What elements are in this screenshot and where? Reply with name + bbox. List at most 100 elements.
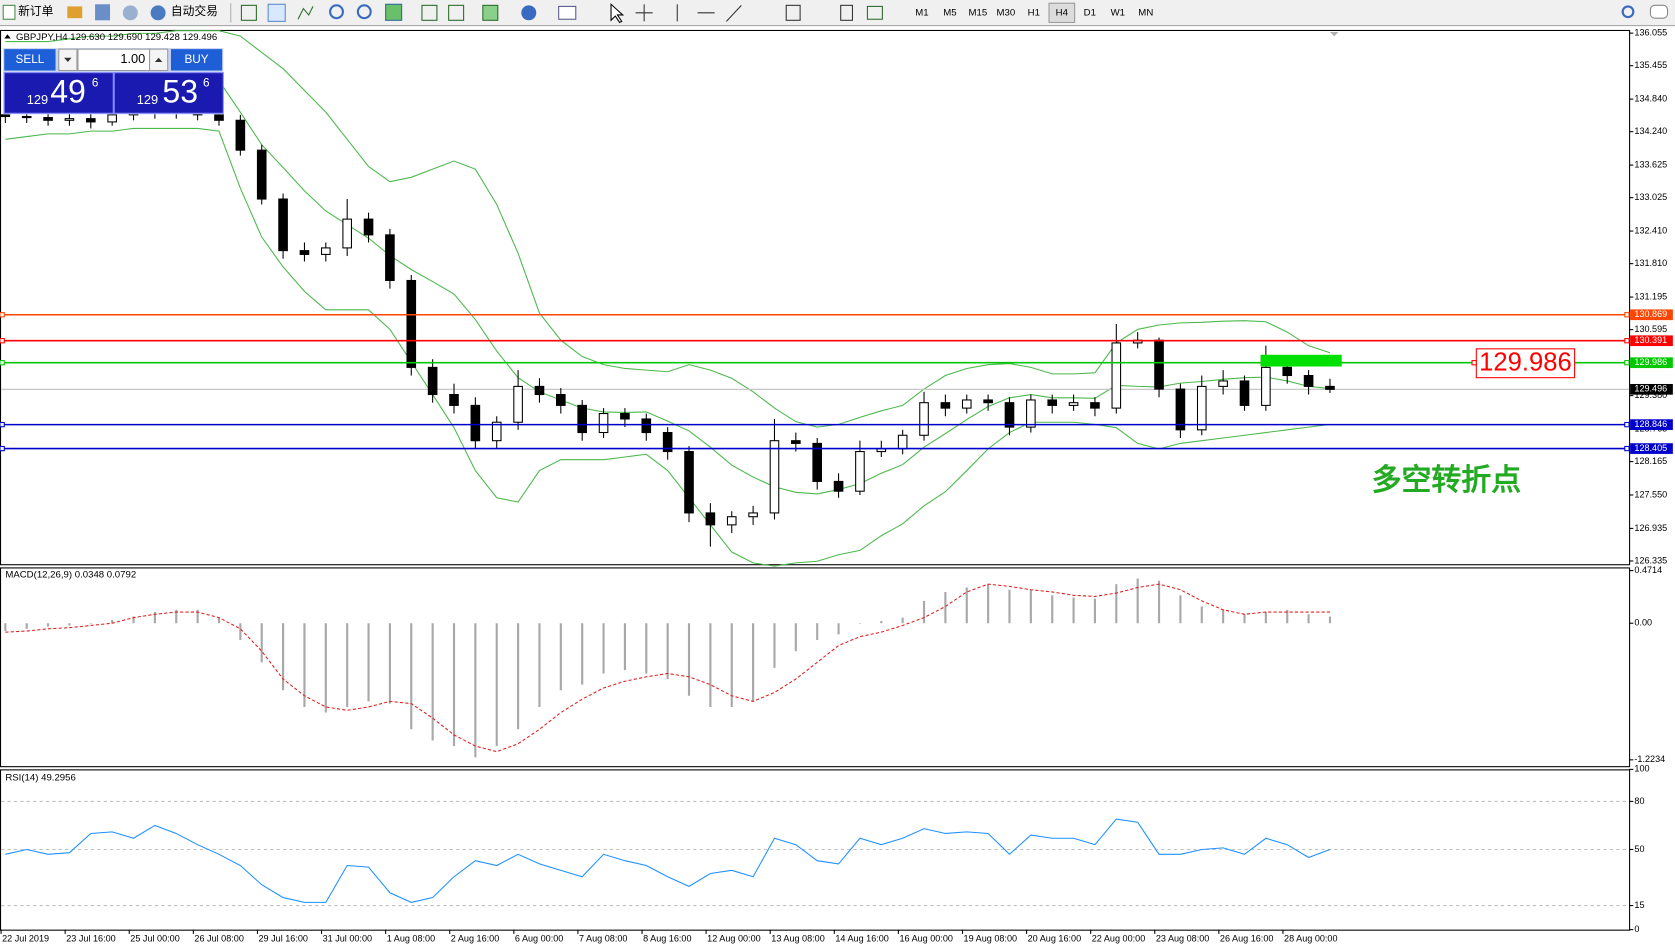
buy-button[interactable] [170, 49, 223, 71]
candle-body [1175, 388, 1186, 431]
buy-price-box[interactable] [113, 72, 224, 114]
candle-body [534, 385, 545, 396]
y-tick-label: 80 [1634, 796, 1644, 806]
price-box-label: 129.986 [1479, 349, 1572, 377]
level-label-bg [1630, 419, 1673, 430]
bid-label-bg [1630, 383, 1673, 395]
zoom-out-button[interactable] [356, 4, 372, 20]
y-tick-label: 129.380 [1634, 390, 1667, 400]
new-order-button[interactable]: 新订单 [18, 4, 53, 18]
x-tick-label: 8 Aug 16:00 [643, 934, 691, 944]
x-tick-label: 26 Aug 16:00 [1220, 934, 1274, 944]
candle-body [43, 117, 53, 121]
level-handle [0, 421, 5, 428]
sell-price-box[interactable] [3, 72, 114, 114]
timeframe-label[interactable]: M5 [943, 7, 956, 18]
timeframe-label[interactable]: MN [1138, 7, 1153, 18]
timeframe-label[interactable]: M30 [997, 7, 1016, 18]
sell-button[interactable] [4, 49, 56, 71]
sell-price-big: 129 [27, 92, 48, 107]
cursor-button[interactable] [610, 3, 625, 24]
header-arrow [4, 34, 11, 39]
zoom-in-button[interactable] [329, 4, 344, 20]
trendline-button[interactable] [726, 4, 742, 22]
lot-value[interactable]: 1.00 [120, 51, 145, 66]
candle-body [855, 451, 865, 492]
periods-button[interactable] [521, 5, 537, 21]
x-tick-label: 22 Jul 2019 [2, 934, 49, 944]
search-button[interactable] [1621, 5, 1635, 19]
y-tick-label: 50 [1634, 844, 1644, 854]
new-order-icon[interactable] [2, 4, 16, 20]
level-handle [1624, 312, 1630, 318]
candle-body [1196, 385, 1207, 431]
indicators-button[interactable] [482, 4, 499, 21]
timeframe-label[interactable]: H4 [1056, 7, 1069, 18]
timeframe-button[interactable] [1048, 2, 1076, 23]
x-tick-label: 23 Aug 08:00 [1156, 934, 1210, 944]
arrows-button[interactable] [866, 5, 883, 20]
candle-body [21, 115, 32, 119]
shift-button[interactable] [448, 4, 465, 21]
timeframe-label[interactable]: W1 [1111, 7, 1125, 18]
x-tick-label: 23 Jul 16:00 [66, 934, 115, 944]
x-tick-label: 1 Aug 08:00 [387, 934, 435, 944]
macd-header: MACD(12,26,9) 0.0348 0.0792 [5, 569, 136, 580]
templates-button[interactable] [558, 5, 577, 20]
fibo-button[interactable] [785, 4, 801, 21]
y-tick-label: 135.455 [1634, 60, 1667, 70]
x-tick-label: 31 Jul 00:00 [323, 934, 372, 944]
turning-zone [1260, 354, 1342, 367]
lot-up-arrow [154, 57, 163, 62]
y-tick-label: 126.935 [1634, 523, 1667, 533]
buy-label[interactable]: BUY [184, 53, 208, 66]
auto-trading-button[interactable]: 自动交易 [171, 4, 218, 18]
bar-chart-button[interactable] [240, 4, 257, 21]
tile-button[interactable] [385, 3, 403, 21]
plot-layer: 136.055 135.455 134.840 134.240 133.625 133.0… [0, 28, 1673, 944]
x-tick-label: 13 Aug 08:00 [771, 934, 825, 944]
level-handle [1624, 421, 1630, 428]
lot-down-arrow [64, 57, 72, 62]
level-label-bg [1630, 357, 1673, 369]
icon-button[interactable] [67, 6, 83, 19]
candle-body [684, 451, 694, 514]
indicator-line [5, 30, 1331, 428]
candle-body [406, 279, 417, 368]
candle-body [1261, 366, 1271, 406]
x-tick-label: 14 Aug 16:00 [835, 934, 889, 944]
level-label: 128.405 [1634, 443, 1667, 453]
level-label: 130.391 [1634, 335, 1667, 345]
x-tick-label: 2 Aug 16:00 [451, 934, 499, 944]
candle-body [940, 402, 951, 409]
chat-button[interactable] [1649, 4, 1669, 19]
macd-panel-frame [0, 567, 1631, 768]
level-handle [0, 312, 5, 318]
y-tick-label: 100 [1634, 764, 1649, 774]
sell-label[interactable]: SELL [16, 53, 45, 66]
candle-body [235, 119, 246, 151]
candle-body [662, 432, 673, 453]
timeframe-label[interactable]: H1 [1028, 7, 1040, 18]
candle-body [983, 399, 993, 404]
timeframe-label[interactable]: M1 [915, 7, 928, 18]
candle-body [1090, 402, 1100, 409]
icon-button[interactable] [122, 5, 138, 21]
y-tick-label: 15 [1634, 900, 1644, 910]
y-tick-label: 130.595 [1634, 324, 1667, 334]
line-chart-button[interactable] [297, 6, 314, 20]
timeframe-label[interactable]: D1 [1084, 7, 1096, 18]
candle-body [961, 399, 972, 409]
candle-body [1068, 402, 1079, 406]
toolbar-bg [0, 0, 1675, 26]
candle-chart-button[interactable] [267, 3, 286, 22]
candle-body [427, 366, 438, 396]
timeframe-label[interactable]: M15 [969, 7, 988, 18]
icon-button[interactable] [95, 4, 111, 21]
autoscroll-button[interactable] [421, 4, 438, 21]
text-label-button[interactable] [840, 4, 853, 21]
auto-trading-icon[interactable] [150, 5, 166, 21]
indicator-line [5, 583, 1330, 753]
candle-body [705, 512, 716, 526]
candle-body [919, 402, 929, 436]
